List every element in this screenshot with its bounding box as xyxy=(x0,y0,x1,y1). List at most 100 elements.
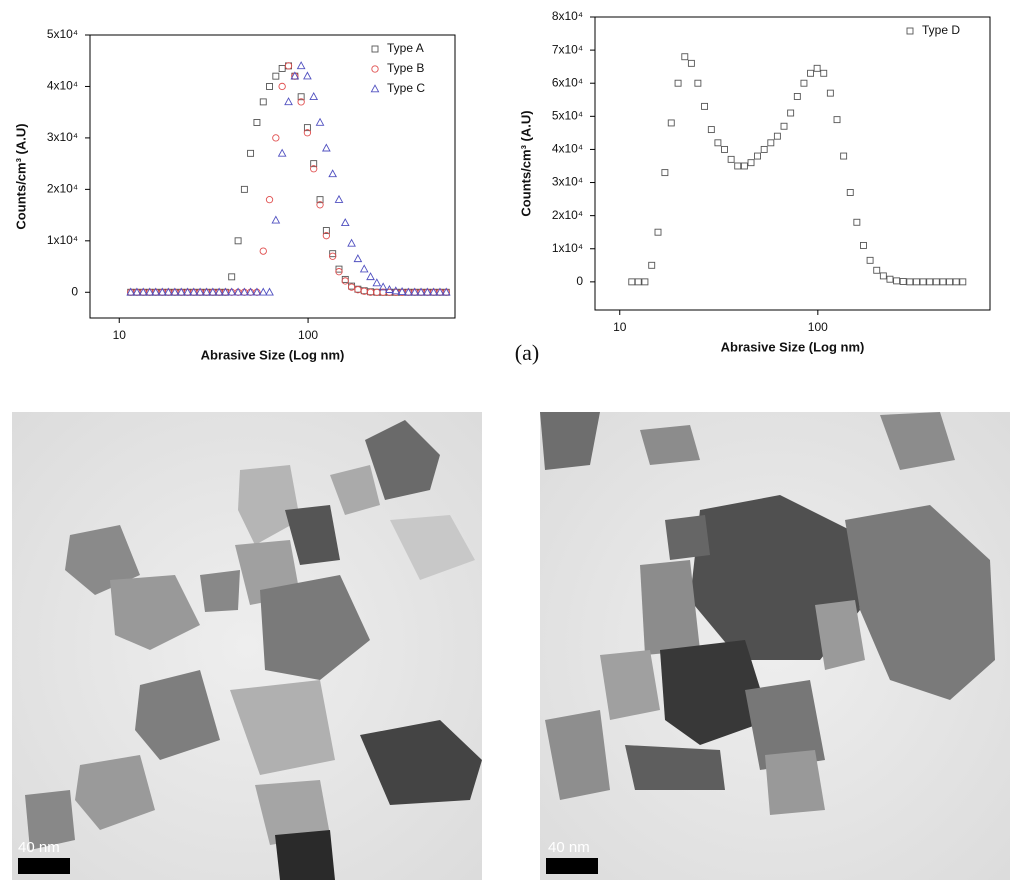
point xyxy=(654,228,662,236)
point xyxy=(334,194,344,203)
point xyxy=(959,278,967,286)
point xyxy=(946,278,953,286)
point xyxy=(272,134,280,142)
point xyxy=(694,79,702,87)
tem-image: 40 nm xyxy=(540,412,1010,880)
y-axis-label: Counts/cm³ (A.U) xyxy=(13,123,28,229)
point xyxy=(701,102,709,110)
point xyxy=(297,93,305,101)
point xyxy=(341,277,349,285)
point xyxy=(754,152,761,160)
point xyxy=(800,79,808,87)
point xyxy=(271,215,281,224)
point xyxy=(259,247,267,255)
point xyxy=(284,62,293,70)
point xyxy=(151,287,161,296)
point xyxy=(278,64,286,72)
y-tick-label: 2x10⁴ xyxy=(47,182,78,196)
point xyxy=(906,278,914,286)
point xyxy=(366,272,375,281)
point xyxy=(170,287,180,296)
x-axis-label: Abrasive Size (Log nm) xyxy=(721,339,865,354)
point xyxy=(234,237,242,245)
point xyxy=(441,287,451,296)
y-tick-label: 3x10⁴ xyxy=(552,175,583,189)
point xyxy=(145,287,155,296)
y-tick-label: 0 xyxy=(576,274,583,288)
point xyxy=(163,287,173,296)
point xyxy=(820,69,828,77)
point xyxy=(247,149,255,157)
point xyxy=(893,277,901,285)
point xyxy=(347,283,356,291)
point xyxy=(316,196,324,204)
point xyxy=(183,287,192,296)
x-tick-label: 10 xyxy=(113,328,127,342)
point xyxy=(265,196,274,204)
point xyxy=(359,264,369,273)
point xyxy=(329,252,337,260)
plot-frame xyxy=(594,16,991,311)
point xyxy=(372,278,382,287)
point xyxy=(252,287,262,296)
point xyxy=(322,232,331,240)
point xyxy=(674,79,682,87)
y-tick-label: 0 xyxy=(71,284,78,298)
y-tick-label: 8x10⁴ xyxy=(552,9,583,23)
point xyxy=(340,218,350,227)
legend-label: Type C xyxy=(387,81,425,95)
point xyxy=(416,287,426,296)
point xyxy=(952,278,960,286)
point xyxy=(721,145,728,153)
x-tick-label: 100 xyxy=(298,328,318,342)
legend-marker xyxy=(370,84,380,93)
point xyxy=(707,126,715,134)
point xyxy=(780,122,788,130)
y-tick-label: 4x10⁴ xyxy=(47,79,78,93)
point xyxy=(767,139,775,147)
legend-label: Type D xyxy=(922,23,960,37)
scale-bar-label: 40 nm xyxy=(548,839,590,856)
legend-marker xyxy=(906,27,914,35)
point xyxy=(316,201,324,209)
point xyxy=(807,69,815,77)
point xyxy=(227,287,237,296)
point xyxy=(846,189,854,196)
legend-marker xyxy=(371,45,379,53)
x-tick-label: 10 xyxy=(613,320,627,334)
point xyxy=(329,250,337,258)
point xyxy=(297,98,305,106)
y-tick-label: 3x10⁴ xyxy=(47,130,78,144)
point xyxy=(310,165,318,173)
point xyxy=(202,287,211,296)
point xyxy=(397,287,407,296)
figure-label: (a) xyxy=(515,340,539,365)
point xyxy=(296,61,306,70)
point xyxy=(258,287,268,296)
point xyxy=(272,72,280,80)
point xyxy=(787,109,795,117)
point xyxy=(246,287,255,296)
y-axis-label: Counts/cm³ (A.U) xyxy=(518,110,533,216)
point xyxy=(303,129,312,137)
point xyxy=(284,97,293,106)
point xyxy=(760,145,768,153)
scale-bar-label: 40 nm xyxy=(18,839,60,856)
point xyxy=(214,287,224,296)
point xyxy=(734,162,742,170)
point xyxy=(126,287,136,296)
point xyxy=(634,278,642,286)
y-tick-label: 2x10⁴ xyxy=(552,208,583,222)
point xyxy=(240,185,248,193)
point xyxy=(353,254,363,263)
point xyxy=(277,148,287,157)
point xyxy=(687,59,695,67)
point xyxy=(727,155,735,163)
plot-frame xyxy=(89,34,456,319)
point xyxy=(919,278,927,286)
point xyxy=(793,93,801,100)
point xyxy=(310,160,318,168)
tem-image: 40 nm xyxy=(12,412,482,880)
point xyxy=(866,256,874,264)
